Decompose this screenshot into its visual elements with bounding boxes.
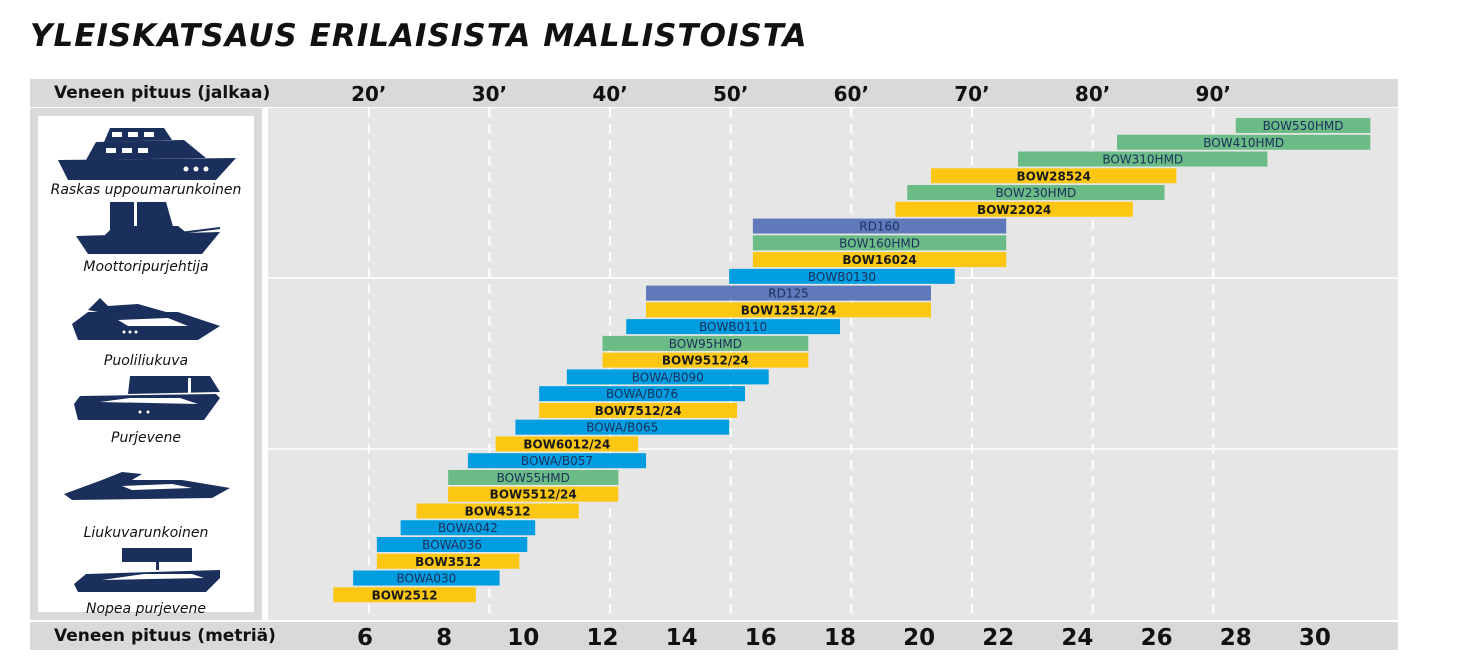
bottom-tick-label: 16 bbox=[745, 625, 777, 651]
motor-yacht-icon bbox=[58, 128, 236, 180]
planing-boat-icon bbox=[64, 472, 230, 500]
range-bar bbox=[602, 352, 809, 368]
bar-label: BOW9512/24 bbox=[662, 354, 749, 368]
range-bar bbox=[1117, 134, 1371, 150]
range-bar bbox=[353, 570, 500, 586]
top-tick-label: 20’ bbox=[351, 82, 386, 106]
bar-label: BOWA/B057 bbox=[521, 454, 593, 468]
range-bar bbox=[602, 335, 809, 351]
boat-type-label: Liukuvarunkoinen bbox=[83, 525, 209, 541]
range-bar bbox=[515, 419, 730, 435]
fast-sailboat-icon bbox=[74, 548, 220, 592]
range-bar bbox=[907, 185, 1165, 201]
bar-label: BOW410HMD bbox=[1203, 136, 1284, 150]
bottom-tick-label: 8 bbox=[436, 625, 452, 651]
top-tick-label: 90’ bbox=[1196, 82, 1231, 106]
range-bar bbox=[1235, 118, 1371, 133]
range-bar bbox=[566, 369, 769, 385]
bar-label: BOWB0130 bbox=[808, 270, 876, 284]
bar-label: RD125 bbox=[768, 287, 808, 301]
bottom-tick-label: 14 bbox=[666, 625, 698, 651]
range-bar bbox=[376, 537, 528, 552]
boat-type-label: Puoliliukuva bbox=[103, 353, 189, 369]
bar-label: BOW55HMD bbox=[497, 471, 570, 485]
range-bar bbox=[1018, 151, 1268, 167]
boat-type-label: Nopea purjevene bbox=[86, 601, 206, 617]
bar-label: BOW12512/24 bbox=[741, 303, 836, 317]
bar-label: BOW550HMD bbox=[1263, 119, 1344, 133]
top-tick-label: 50’ bbox=[713, 82, 748, 106]
bottom-tick-label: 12 bbox=[586, 625, 618, 651]
bar-label: BOW7512/24 bbox=[595, 404, 682, 418]
range-bar bbox=[448, 486, 619, 502]
range-bar bbox=[752, 218, 1007, 234]
top-tick-label: 60’ bbox=[834, 82, 869, 106]
top-axis-band: Veneen pituus (jalkaa) bbox=[30, 79, 1398, 107]
range-bar bbox=[752, 235, 1007, 251]
boat-type-label: Raskas uppoumarunkoinen bbox=[50, 182, 242, 198]
boat-type-panel: Raskas uppoumarunkoinen Moottoripurjehti… bbox=[30, 108, 262, 620]
top-axis-label: Veneen pituus (jalkaa) bbox=[54, 83, 271, 103]
semi-planing-boat-icon bbox=[72, 298, 220, 340]
bar-label: BOW95HMD bbox=[669, 337, 742, 351]
range-bar bbox=[930, 168, 1177, 184]
range-bar bbox=[416, 503, 579, 519]
bottom-tick-label: 10 bbox=[507, 625, 539, 651]
page-title: YLEISKATSAUS ERILAISISTA MALLISTOISTA bbox=[30, 18, 808, 54]
bar-label: BOWA036 bbox=[422, 538, 482, 552]
top-tick-label: 80’ bbox=[1075, 82, 1110, 106]
bottom-tick-label: 26 bbox=[1141, 625, 1173, 651]
range-bar bbox=[376, 553, 520, 569]
range-bar bbox=[448, 469, 619, 485]
range-bar bbox=[752, 252, 1007, 268]
range-bar bbox=[539, 386, 745, 402]
range-bar bbox=[495, 436, 639, 452]
bar-label: BOWA030 bbox=[396, 572, 456, 586]
bar-label: RD160 bbox=[859, 220, 899, 234]
bottom-tick-label: 18 bbox=[824, 625, 856, 651]
range-bar bbox=[646, 302, 931, 318]
bar-label: BOW2512 bbox=[372, 588, 438, 602]
bar-label: BOWA/B065 bbox=[586, 421, 658, 435]
top-tick-label: 30’ bbox=[472, 82, 507, 106]
range-bar bbox=[400, 520, 536, 536]
motorsailer-icon bbox=[76, 202, 221, 254]
top-tick-label: 40’ bbox=[592, 82, 627, 106]
bar-label: BOW6012/24 bbox=[523, 437, 610, 451]
bar-label: BOW310HMD bbox=[1102, 153, 1183, 167]
bar-label: BOWA/B090 bbox=[632, 370, 704, 384]
range-bar bbox=[895, 201, 1133, 217]
bar-label: BOW5512/24 bbox=[490, 488, 577, 502]
bottom-tick-label: 20 bbox=[903, 625, 935, 651]
bar-label: BOW4512 bbox=[465, 504, 531, 518]
bar-label: BOW16024 bbox=[842, 253, 916, 267]
bar-label: BOW3512 bbox=[415, 555, 481, 569]
range-bar bbox=[539, 402, 738, 418]
range-bar bbox=[626, 319, 840, 335]
bottom-tick-label: 24 bbox=[1061, 625, 1093, 651]
sailboat-icon bbox=[74, 376, 220, 420]
bar-label: BOW230HMD bbox=[995, 186, 1076, 200]
range-bar bbox=[333, 587, 476, 603]
bottom-axis-label: Veneen pituus (metriä) bbox=[54, 626, 276, 646]
bar-label: BOWA042 bbox=[438, 521, 498, 535]
bar-label: BOWA/B076 bbox=[606, 387, 678, 401]
boat-type-label: Moottoripurjehtija bbox=[83, 259, 209, 275]
boat-type-label: Purjevene bbox=[111, 430, 181, 446]
range-bar bbox=[646, 285, 931, 301]
bottom-tick-label: 28 bbox=[1220, 625, 1252, 651]
bottom-tick-label: 22 bbox=[982, 625, 1014, 651]
bottom-tick-label: 6 bbox=[357, 625, 373, 651]
range-bar bbox=[467, 453, 647, 469]
bar-label: BOWB0110 bbox=[699, 320, 767, 334]
range-bar bbox=[729, 268, 955, 284]
bottom-tick-label: 30 bbox=[1299, 625, 1331, 651]
top-tick-label: 70’ bbox=[954, 82, 989, 106]
bottom-axis-band: Veneen pituus (metriä) bbox=[30, 622, 1398, 650]
bar-label: BOW160HMD bbox=[839, 236, 920, 250]
bar-label: BOW28524 bbox=[1017, 169, 1091, 183]
boat-type-list: Raskas uppoumarunkoinen Moottoripurjehti… bbox=[38, 116, 254, 617]
bar-label: BOW22024 bbox=[977, 203, 1051, 217]
